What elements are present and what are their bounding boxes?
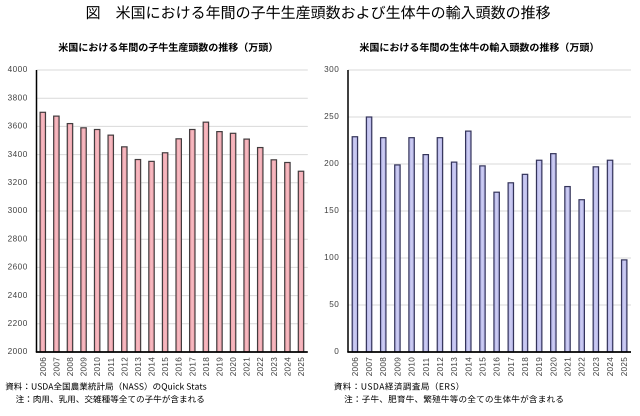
svg-text:2025: 2025 (620, 357, 629, 377)
svg-text:2009: 2009 (393, 357, 402, 377)
svg-text:2010: 2010 (408, 357, 417, 377)
svg-text:2006: 2006 (351, 357, 360, 377)
svg-text:2011: 2011 (422, 357, 431, 376)
svg-text:2017: 2017 (507, 357, 516, 377)
svg-text:2017: 2017 (188, 357, 197, 377)
svg-text:2025: 2025 (297, 357, 306, 377)
svg-text:100: 100 (324, 253, 339, 262)
svg-text:150: 150 (324, 206, 339, 215)
svg-text:3000: 3000 (8, 206, 28, 215)
svg-text:2012: 2012 (120, 357, 129, 377)
svg-text:2020: 2020 (229, 357, 238, 377)
svg-text:200: 200 (324, 159, 339, 168)
svg-text:3800: 3800 (8, 93, 28, 102)
svg-text:2021: 2021 (564, 357, 573, 377)
svg-text:2024: 2024 (283, 357, 292, 377)
svg-text:0: 0 (334, 347, 339, 356)
svg-text:2008: 2008 (66, 357, 75, 377)
svg-text:4000: 4000 (8, 65, 28, 74)
svg-text:2013: 2013 (450, 357, 459, 377)
svg-text:2010: 2010 (93, 357, 102, 377)
svg-text:2800: 2800 (8, 234, 28, 243)
svg-text:2015: 2015 (478, 357, 487, 377)
svg-text:3400: 3400 (8, 150, 28, 159)
svg-text:2015: 2015 (161, 357, 170, 377)
svg-text:2019: 2019 (535, 357, 544, 377)
svg-text:2400: 2400 (8, 291, 28, 300)
svg-text:2008: 2008 (379, 357, 388, 377)
svg-text:2014: 2014 (148, 357, 157, 377)
svg-text:2021: 2021 (243, 357, 252, 377)
svg-text:2600: 2600 (8, 263, 28, 272)
svg-text:2024: 2024 (606, 357, 615, 377)
svg-text:3200: 3200 (8, 178, 28, 187)
svg-text:300: 300 (324, 65, 339, 74)
svg-text:2000: 2000 (8, 347, 28, 356)
svg-text:2013: 2013 (134, 357, 143, 377)
svg-text:2019: 2019 (215, 357, 224, 377)
svg-text:2012: 2012 (436, 357, 445, 377)
svg-text:2011: 2011 (107, 357, 116, 376)
svg-text:2022: 2022 (578, 357, 587, 377)
svg-text:2009: 2009 (80, 357, 89, 377)
svg-text:2023: 2023 (592, 357, 601, 377)
svg-text:250: 250 (324, 112, 339, 121)
svg-text:2016: 2016 (493, 357, 502, 377)
svg-text:2007: 2007 (365, 357, 374, 377)
svg-text:2018: 2018 (521, 357, 530, 377)
svg-text:2023: 2023 (270, 357, 279, 377)
svg-text:2020: 2020 (549, 357, 558, 377)
svg-text:50: 50 (329, 300, 339, 309)
svg-text:2200: 2200 (8, 319, 28, 328)
svg-text:2014: 2014 (464, 357, 473, 377)
svg-text:2022: 2022 (256, 357, 265, 377)
svg-text:2007: 2007 (52, 357, 61, 377)
svg-text:2006: 2006 (39, 357, 48, 377)
svg-text:2016: 2016 (175, 357, 184, 377)
svg-text:3600: 3600 (8, 122, 28, 131)
svg-text:2018: 2018 (202, 357, 211, 377)
